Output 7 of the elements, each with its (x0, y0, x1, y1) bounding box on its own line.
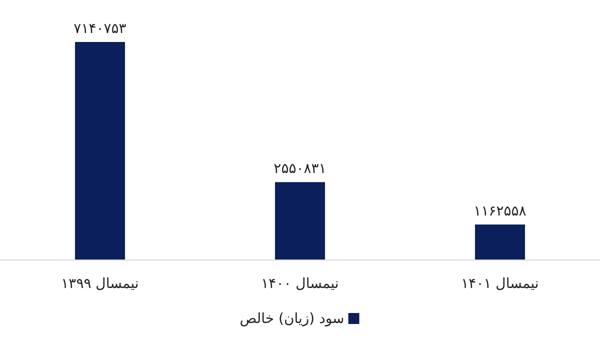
data-label: ۷۱۴۰۷۵۳ (74, 20, 127, 37)
x-tick-label: نیمسال ۱۴۰۱ (461, 276, 539, 292)
data-label: ۲۵۵۰۸۳۱ (274, 161, 326, 178)
data-label: ۱۱۶۲۵۵۸ (474, 204, 527, 220)
x-tick-label: نیمسال ۱۳۹۹ (61, 276, 139, 292)
legend-label: سود (زیان) خالص (240, 311, 344, 327)
x-tick-label: نیمسال ۱۴۰۰ (261, 276, 339, 292)
